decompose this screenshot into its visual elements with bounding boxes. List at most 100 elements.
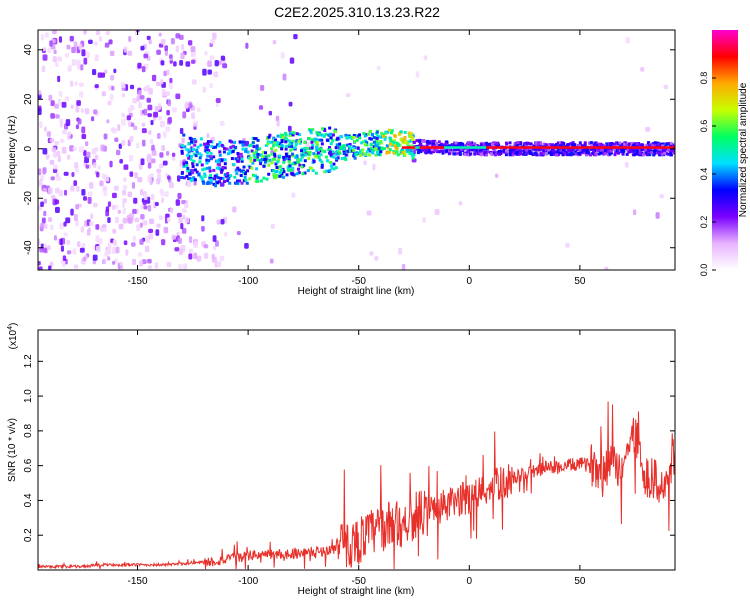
spectrogram-cell bbox=[627, 143, 631, 147]
spectrogram-cell bbox=[209, 181, 213, 185]
spectrogram-cell bbox=[363, 142, 367, 146]
spectrogram-cell bbox=[97, 165, 101, 170]
spectrogram-cell bbox=[511, 153, 515, 157]
spectrogram-cell bbox=[424, 148, 428, 152]
spectrogram-cell bbox=[479, 143, 483, 147]
spectrogram-cell bbox=[473, 152, 477, 156]
spectrogram-cell bbox=[546, 149, 550, 153]
spectrogram-cell bbox=[180, 52, 185, 60]
snr-x-ticks: -150 -100 -50 0 50 bbox=[128, 330, 586, 587]
spectrogram-cell bbox=[606, 153, 610, 157]
spectrogram-cell bbox=[148, 130, 152, 135]
spectrogram-cell bbox=[193, 120, 199, 127]
spectrogram-cell bbox=[80, 226, 85, 233]
spectrogram-cell bbox=[267, 135, 271, 139]
spectrogram-cell bbox=[238, 140, 242, 144]
spectrogram-cell bbox=[550, 143, 554, 147]
spectrogram-cell bbox=[146, 97, 151, 103]
spectrogram-cell bbox=[193, 241, 198, 249]
spectrogram-cell bbox=[220, 55, 226, 61]
spectrogram-cell bbox=[134, 217, 140, 223]
spectrogram-cell bbox=[625, 152, 629, 156]
spectrogram-cell bbox=[315, 154, 319, 158]
spectrogram-cell bbox=[159, 215, 163, 221]
spectrogram-cell bbox=[336, 149, 340, 153]
spectrogram-cell bbox=[230, 140, 234, 144]
spectrogram-cell bbox=[193, 252, 198, 260]
spectrogram-cell bbox=[54, 199, 60, 205]
spectrogram-cell bbox=[190, 46, 196, 53]
spectrogram-cell bbox=[377, 135, 381, 139]
spectrogram-cell bbox=[188, 181, 192, 187]
spectrogram-cell bbox=[265, 177, 269, 181]
spectrogram-cell bbox=[282, 155, 286, 159]
spectrogram-cell bbox=[379, 139, 383, 143]
spectrogram-cell bbox=[424, 146, 428, 149]
spectrogram-cell bbox=[318, 158, 322, 162]
spectrogram-cell bbox=[193, 143, 197, 147]
spectrogram-cell bbox=[389, 131, 393, 135]
spectrogram-cell bbox=[640, 66, 645, 72]
spectrogram-cell bbox=[295, 132, 299, 136]
spectrogram-cell bbox=[435, 150, 439, 154]
spectrogram-cell bbox=[306, 169, 310, 173]
spectrogram-cell bbox=[262, 176, 266, 180]
spectrogram-cell bbox=[166, 109, 170, 116]
spectrogram-cell bbox=[447, 152, 451, 156]
spectrogram-cell bbox=[273, 154, 277, 158]
x-tick-label: -150 bbox=[128, 576, 148, 587]
spectrogram-y-ticks: -40 -20 0 20 40 bbox=[23, 44, 675, 255]
spectrogram-cell bbox=[410, 146, 414, 149]
spectrogram-cell bbox=[663, 151, 667, 155]
spectrogram-cell bbox=[401, 263, 406, 270]
spectrogram-cell bbox=[392, 151, 396, 155]
spectrogram-cell bbox=[493, 153, 497, 157]
spectrogram-cell bbox=[618, 141, 622, 145]
spectrogram-cell bbox=[159, 163, 164, 168]
spectrogram-cell bbox=[193, 168, 197, 172]
spectrogram-cell bbox=[214, 184, 218, 188]
y-tick-label: 0.8 bbox=[23, 423, 34, 437]
spectrogram-cell bbox=[236, 179, 240, 183]
spectrogram-cell bbox=[459, 143, 463, 147]
spectrogram-cell bbox=[187, 156, 191, 160]
spectrogram-cell bbox=[44, 223, 48, 230]
spectrogram-cell bbox=[337, 150, 341, 154]
spectrogram-cell bbox=[502, 148, 506, 152]
spectrogram-cell bbox=[72, 248, 77, 255]
spectrogram-cell bbox=[324, 132, 328, 136]
spectrogram-cell bbox=[334, 146, 338, 150]
spectrogram-cell bbox=[187, 150, 191, 154]
spectrogram-cell bbox=[268, 140, 272, 144]
spectrogram-cell bbox=[149, 218, 155, 225]
spectrogram-cell bbox=[372, 136, 376, 140]
spectrogram-cell bbox=[609, 146, 613, 149]
spectrogram-cell bbox=[201, 168, 205, 172]
spectrogram-cell bbox=[114, 216, 119, 224]
spectrogram-cell bbox=[141, 122, 146, 127]
spectrogram-cell bbox=[63, 221, 67, 227]
spectrogram-cell bbox=[319, 153, 323, 157]
spectrogram-cell bbox=[188, 248, 194, 254]
spectrogram-cell bbox=[111, 247, 117, 254]
spectrogram-cell bbox=[328, 150, 332, 154]
snr-y-label: SNR (10 * v/v) bbox=[7, 418, 18, 482]
spectrogram-cell bbox=[150, 193, 155, 201]
spectrogram-cell bbox=[452, 152, 456, 156]
spectrogram-cell bbox=[615, 148, 619, 152]
spectrogram-cell bbox=[198, 160, 202, 164]
spectrogram-cell bbox=[129, 84, 135, 90]
spectrogram-cell bbox=[147, 104, 153, 111]
spectrogram-cell bbox=[171, 234, 176, 240]
spectrogram-cell bbox=[263, 157, 267, 161]
spectrogram-cell bbox=[185, 164, 189, 168]
spectrogram-cell bbox=[605, 150, 609, 154]
spectrogram-cell bbox=[214, 60, 219, 67]
spectrogram-cell bbox=[294, 139, 298, 143]
spectrogram-cell bbox=[230, 157, 234, 161]
spectrogram-cell bbox=[48, 265, 52, 270]
spectrogram-cell bbox=[188, 253, 193, 260]
spectrogram-cell bbox=[184, 202, 189, 209]
y-tick-label: -20 bbox=[23, 191, 34, 206]
spectrogram-cell bbox=[57, 98, 61, 106]
